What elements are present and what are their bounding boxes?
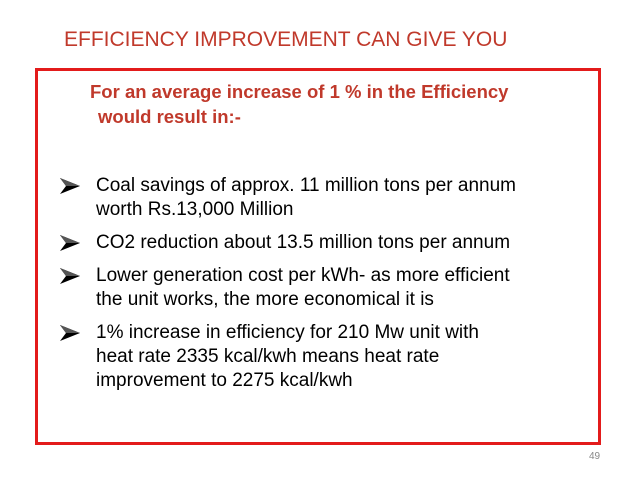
page-number: 49 [589,451,601,462]
bullet-line: worth Rs.13,000 Million [96,199,294,220]
bullet-line: Coal savings of approx. 11 million tons … [96,175,516,196]
subtitle-line: For an average increase of 1 % in the Ef… [90,81,509,102]
subtitle-line: would result in:- [98,106,241,127]
bullet-arrow [60,268,80,284]
bullet-line: improvement to 2275 kcal/kwh [96,370,353,391]
bullet-line: 1% increase in efficiency for 210 Mw uni… [96,322,479,343]
bullet-arrow [60,325,80,341]
bullet-line: CO2 reduction about 13.5 million tons pe… [96,232,511,253]
bullet-item: CO2 reduction about 13.5 million tons pe… [58,231,516,255]
slide-title: EFFICIENCY IMPROVEMENT CAN GIVE YOU [64,28,508,51]
bullet-item: Lower generation cost per kWh- as more e… [58,264,516,312]
content-box: For an average increase of 1 % in the Ef… [35,68,601,445]
bullet-list: Coal savings of approx. 11 million tons … [58,174,516,402]
bullet-line: Lower generation cost per kWh- as more e… [96,265,510,286]
bullet-line: heat rate 2335 kcal/kwh means heat rate [96,346,440,367]
bullet-item: 1% increase in efficiency for 210 Mw uni… [58,321,516,393]
bullet-arrow [60,235,80,251]
bullet-item: Coal savings of approx. 11 million tons … [58,174,516,222]
subtitle: For an average increase of 1 % in the Ef… [90,79,508,129]
bullet-line: the unit works, the more economical it i… [96,289,434,310]
bullet-arrow [60,178,80,194]
